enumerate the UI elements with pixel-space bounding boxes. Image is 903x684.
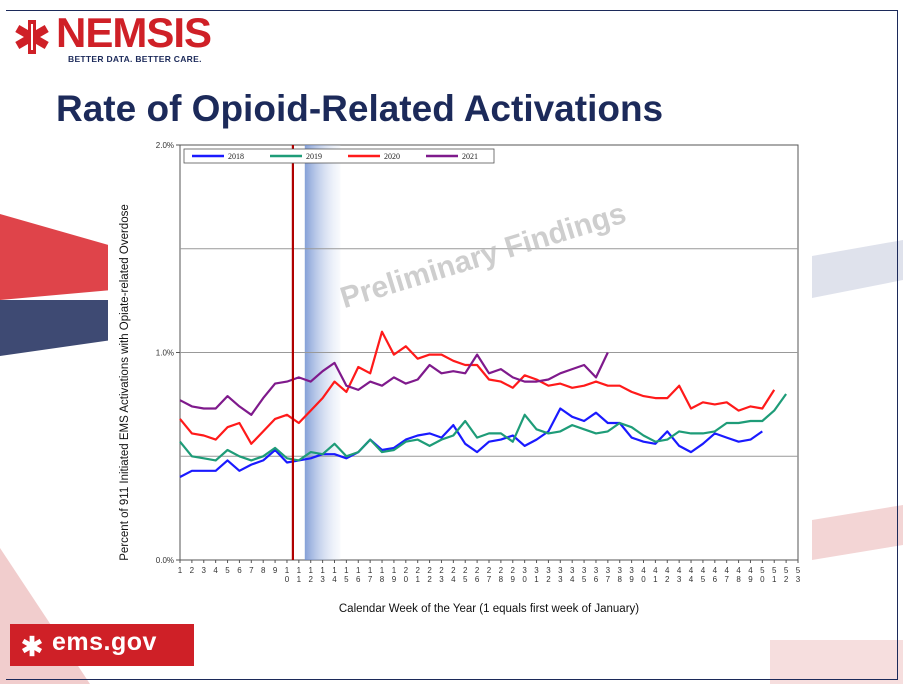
x-tick-label: 1: [178, 566, 183, 575]
series-line-2020: [179, 330, 776, 445]
line-chart: 0.0%1.0%2.0%1 2 3 4 5 6 7 8 9 1 01 11 21 31 41 51 61 71 81…: [119, 141, 801, 615]
x-tick-label: 7: [249, 566, 254, 575]
logo-tagline: BETTER DATA. BETTER CARE.: [68, 54, 202, 64]
ems-gov-label: ems.gov: [52, 628, 157, 656]
x-axis-label: Calendar Week of the Year (1 equals firs…: [339, 603, 639, 615]
slide-frame: [6, 10, 898, 680]
logo-wordmark: NEMSIS: [56, 9, 212, 56]
right-swoosh-bottom: [812, 505, 903, 560]
y-axis-label: Percent of 911 Initiated EMS Activations…: [119, 204, 131, 560]
x-tick-label: 4: [213, 566, 218, 575]
slide-title: Rate of Opioid-Related Activations: [56, 88, 664, 129]
x-tick-label: 6: [237, 566, 242, 575]
x-tick-label: 8: [261, 566, 266, 575]
series-line-2018: [179, 407, 763, 478]
series-line-2021: [179, 352, 609, 416]
x-tick-label: 5: [225, 566, 230, 575]
legend-label-2018: 2018: [228, 152, 244, 161]
red-swoosh-left: [0, 214, 112, 300]
star-of-life-icon: [15, 20, 49, 54]
ems-gov-logo: ems.gov: [10, 624, 194, 666]
x-tick-label: 9: [273, 566, 278, 575]
x-tick-label: 2: [190, 566, 195, 575]
y-tick-label: 2.0%: [156, 141, 174, 150]
y-tick-label: 1.0%: [156, 349, 174, 358]
bottom-right-shape: [770, 640, 903, 684]
series-line-2019: [179, 393, 787, 462]
y-tick-label: 0.0%: [156, 556, 174, 565]
right-swoosh-top: [812, 240, 903, 298]
navy-swoosh-left: [0, 300, 112, 356]
legend-box: [183, 148, 495, 164]
legend-label-2019: 2019: [306, 152, 322, 161]
nemsis-logo: NEMSIS BETTER DATA. BETTER CARE.: [10, 9, 240, 68]
x-tick-label: 3: [202, 566, 207, 575]
star-of-life-icon: [21, 635, 43, 657]
legend-label-2021: 2021: [462, 152, 478, 161]
legend-label-2020: 2020: [384, 152, 400, 161]
chart-image: 0.0% 1.0% 2.0% 1 2 3 4 5 6 7 8 9 1 0 1 1 1 2 1 3 1 4 1 5 1 6 1 7 1 8 1…: [108, 133, 812, 623]
